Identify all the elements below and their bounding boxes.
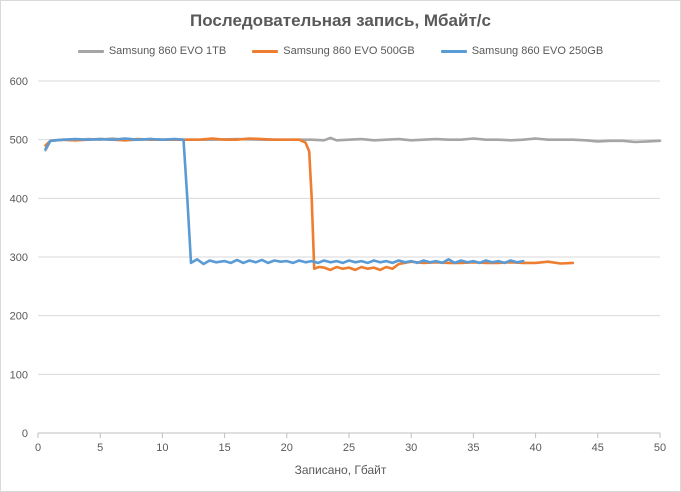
x-tick-label-35: 35 <box>467 442 479 454</box>
x-tick-label-20: 20 <box>281 442 293 454</box>
x-tick-label-10: 10 <box>156 442 168 454</box>
y-tick-label-500: 500 <box>10 135 28 147</box>
legend-label-1tb: Samsung 860 EVO 1TB <box>108 45 227 57</box>
legend-item-250gb: Samsung 860 EVO 250GB <box>440 45 604 57</box>
legend-item-1tb: Samsung 860 EVO 1TB <box>77 45 227 57</box>
series-line-2 <box>44 137 525 266</box>
legend-item-500gb: Samsung 860 EVO 500GB <box>252 45 415 57</box>
series-line-1 <box>44 137 575 272</box>
x-tick-label-15: 15 <box>218 442 230 454</box>
y-tick-label-200: 200 <box>10 311 28 323</box>
x-tick-label-40: 40 <box>529 442 541 454</box>
y-tick-label-100: 100 <box>10 369 28 381</box>
x-tick-label-30: 30 <box>405 442 417 454</box>
x-axis-title: Записано, Гбайт <box>294 463 387 477</box>
x-tick-label-45: 45 <box>592 442 604 454</box>
legend-label-250gb: Samsung 860 EVO 250GB <box>471 45 604 57</box>
legend-swatch-1tb <box>77 49 104 53</box>
chart-title: Последовательная запись, Мбайт/с <box>190 11 491 30</box>
x-tick-label-5: 5 <box>97 442 103 454</box>
legend: Samsung 860 EVO 1TB Samsung 860 EVO 500G… <box>1 45 680 57</box>
y-tick-label-600: 600 <box>10 76 28 88</box>
legend-swatch-500gb <box>252 49 279 53</box>
y-tick-label-400: 400 <box>10 193 28 205</box>
y-tick-label-300: 300 <box>10 252 28 264</box>
legend-label-500gb: Samsung 860 EVO 500GB <box>283 45 415 57</box>
y-tick-label-0: 0 <box>22 428 28 440</box>
legend-swatch-250gb <box>440 49 467 53</box>
x-tick-label-25: 25 <box>343 442 355 454</box>
x-tick-label-50: 50 <box>654 442 666 454</box>
x-tick-label-0: 0 <box>35 442 41 454</box>
